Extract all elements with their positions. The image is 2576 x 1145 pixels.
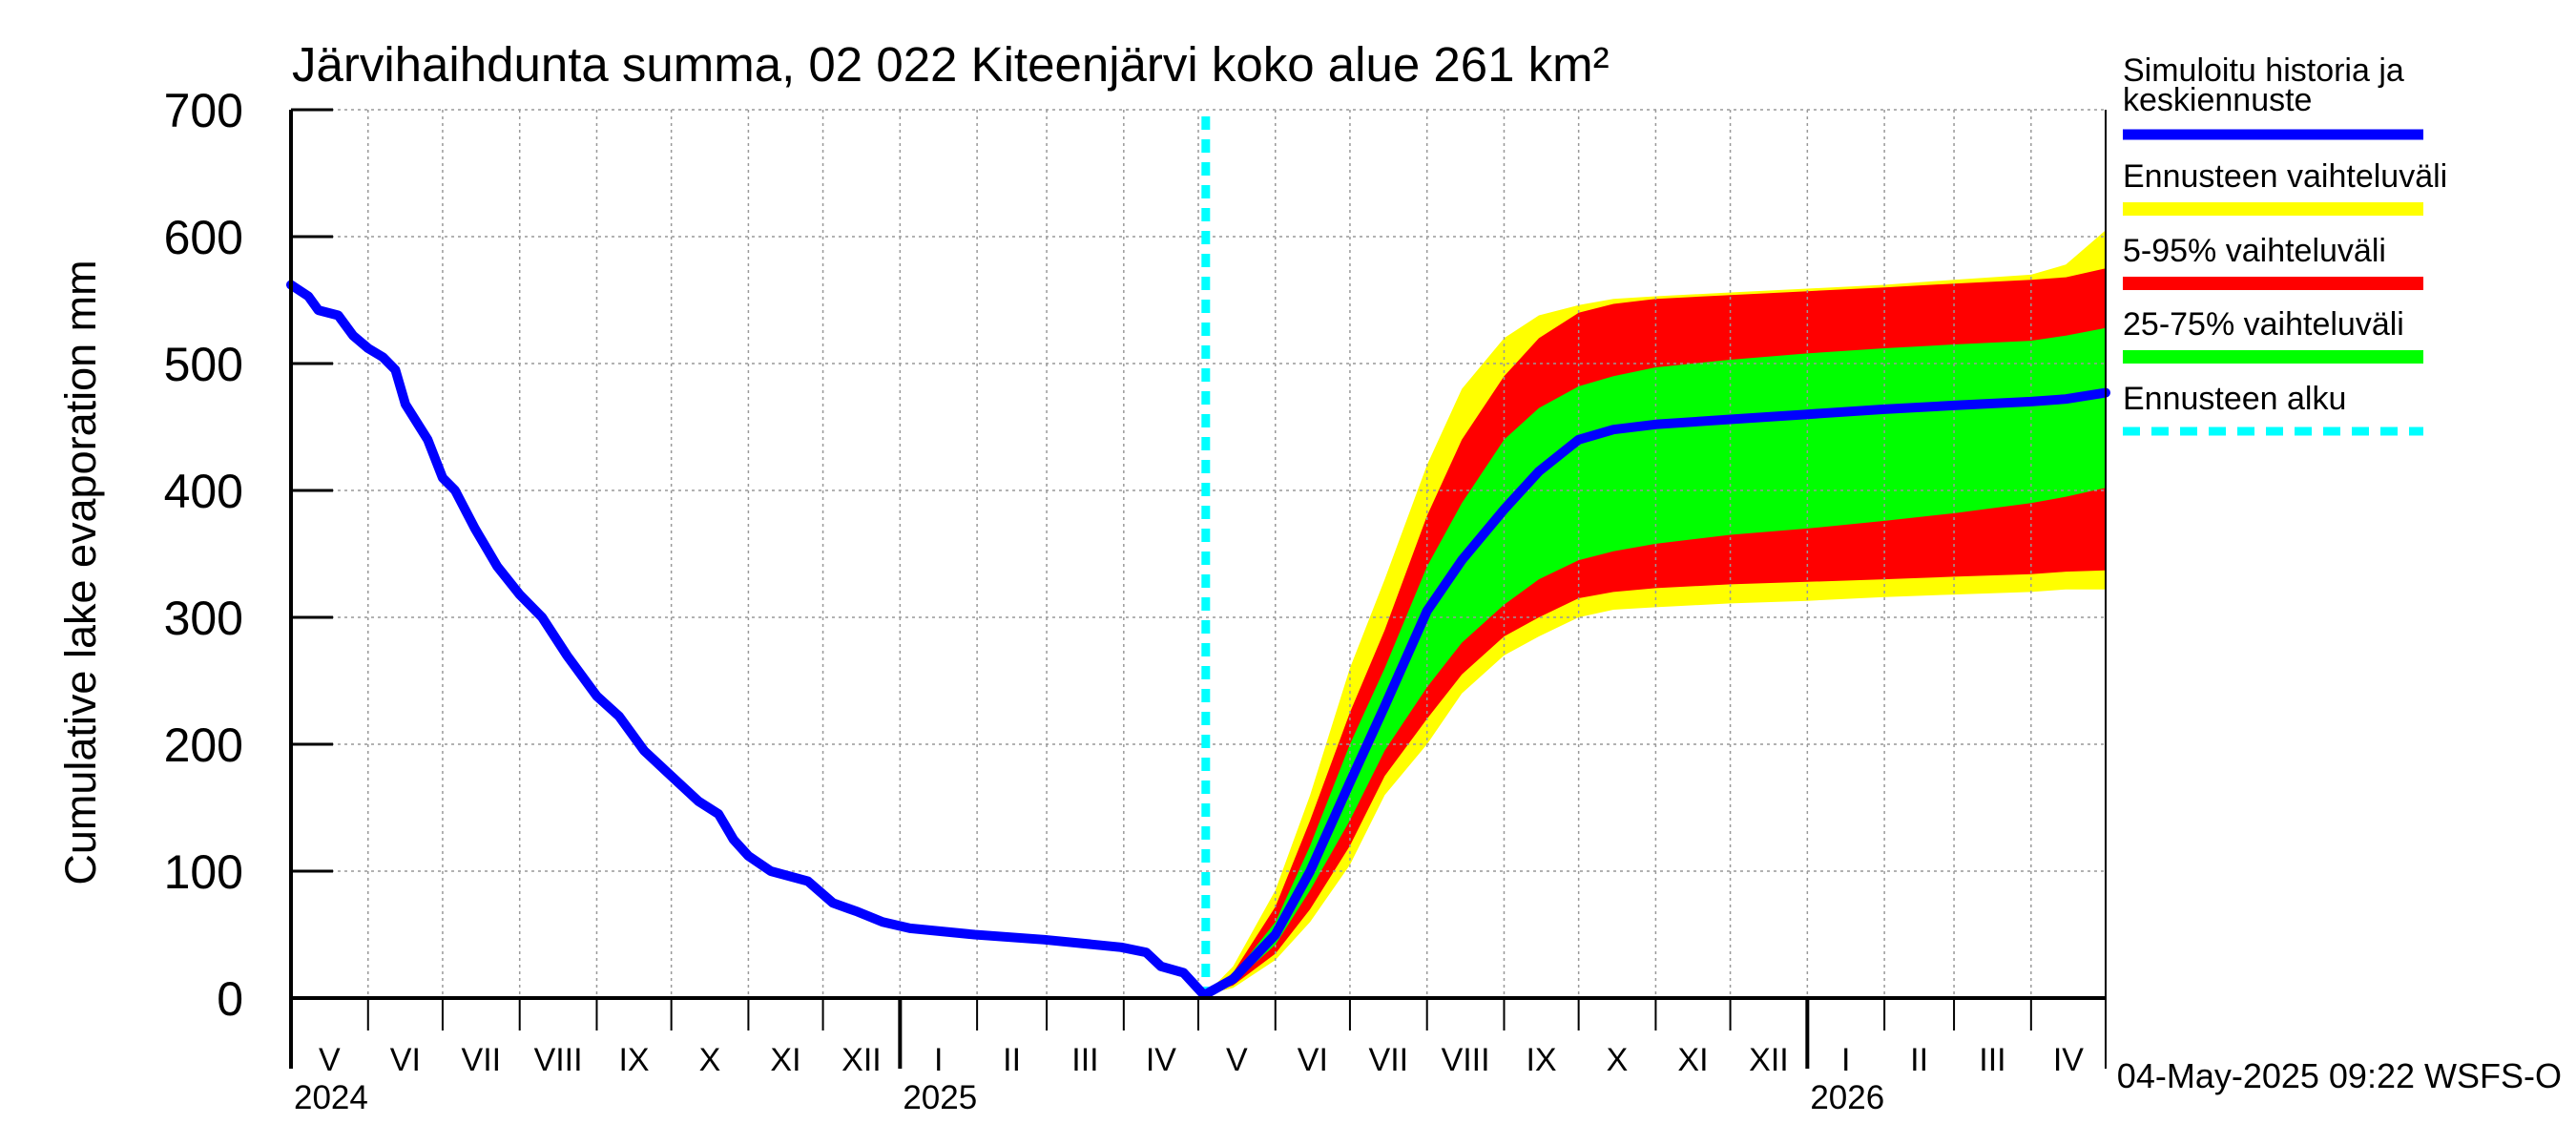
- month-label: III: [1071, 1042, 1098, 1078]
- y-tick-label: 100: [164, 845, 243, 899]
- series: [286, 116, 2110, 999]
- month-label: X: [699, 1042, 721, 1078]
- month-label: VIII: [534, 1042, 583, 1078]
- legend-label-forecast-start: Ennusteen alku: [2123, 381, 2346, 417]
- month-label: V: [1226, 1042, 1248, 1078]
- month-label: VIII: [1442, 1042, 1490, 1078]
- y-tick-label: 700: [164, 84, 243, 137]
- legend-label-full-range: Ennusteen vaihteluväli: [2123, 158, 2447, 195]
- month-label: IV: [1146, 1042, 1176, 1078]
- month-label: IV: [2053, 1042, 2084, 1078]
- month-label: VII: [462, 1042, 502, 1078]
- y-tick-label: 400: [164, 465, 243, 518]
- chart-title: Järvihaihdunta summa, 02 022 Kiteenjärvi…: [292, 37, 1610, 92]
- y-axis-label: Cumulative lake evaporation mm: [56, 260, 105, 885]
- y-tick-label: 600: [164, 211, 243, 264]
- y-tick-label: 300: [164, 592, 243, 645]
- year-label: 2025: [903, 1079, 977, 1116]
- month-label: IX: [1526, 1042, 1556, 1078]
- month-label: III: [1979, 1042, 2005, 1078]
- grid: [291, 109, 2106, 998]
- history-line: [286, 280, 1209, 999]
- legend-label-p25-p75: 25-75% vaihteluväli: [2123, 306, 2404, 343]
- legend-label-history-2: keskiennuste: [2123, 82, 2312, 118]
- month-label: VII: [1369, 1042, 1409, 1078]
- month-label: VI: [390, 1042, 421, 1078]
- month-label: VI: [1298, 1042, 1328, 1078]
- year-label: 2024: [294, 1079, 368, 1116]
- legend-label-p5-p95: 5-95% vaihteluväli: [2123, 233, 2386, 269]
- month-label: IX: [618, 1042, 649, 1078]
- forecast-bands: [1205, 230, 2106, 995]
- band-p25-p75: [1205, 327, 2106, 994]
- month-label: X: [1607, 1042, 1629, 1078]
- month-label: XI: [770, 1042, 800, 1078]
- month-label: XII: [1749, 1042, 1789, 1078]
- month-label: I: [1841, 1042, 1850, 1078]
- legend: Simuloitu historia ja keskiennuste Ennus…: [2123, 52, 2447, 436]
- y-tick-label: 500: [164, 338, 243, 391]
- median-forecast-line: [1200, 387, 2110, 999]
- month-label: XII: [841, 1042, 882, 1078]
- month-label: II: [1910, 1042, 1928, 1078]
- y-tick-label: 200: [164, 718, 243, 772]
- y-tick-label: 0: [217, 972, 243, 1026]
- month-label: V: [319, 1042, 341, 1078]
- footer-timestamp: 04-May-2025 09:22 WSFS-O: [2117, 1056, 2562, 1095]
- month-label: I: [934, 1042, 943, 1078]
- month-label: II: [1003, 1042, 1021, 1078]
- legend-label-history: Simuloitu historia ja: [2123, 52, 2404, 89]
- year-label: 2026: [1810, 1079, 1884, 1116]
- month-label: XI: [1677, 1042, 1708, 1078]
